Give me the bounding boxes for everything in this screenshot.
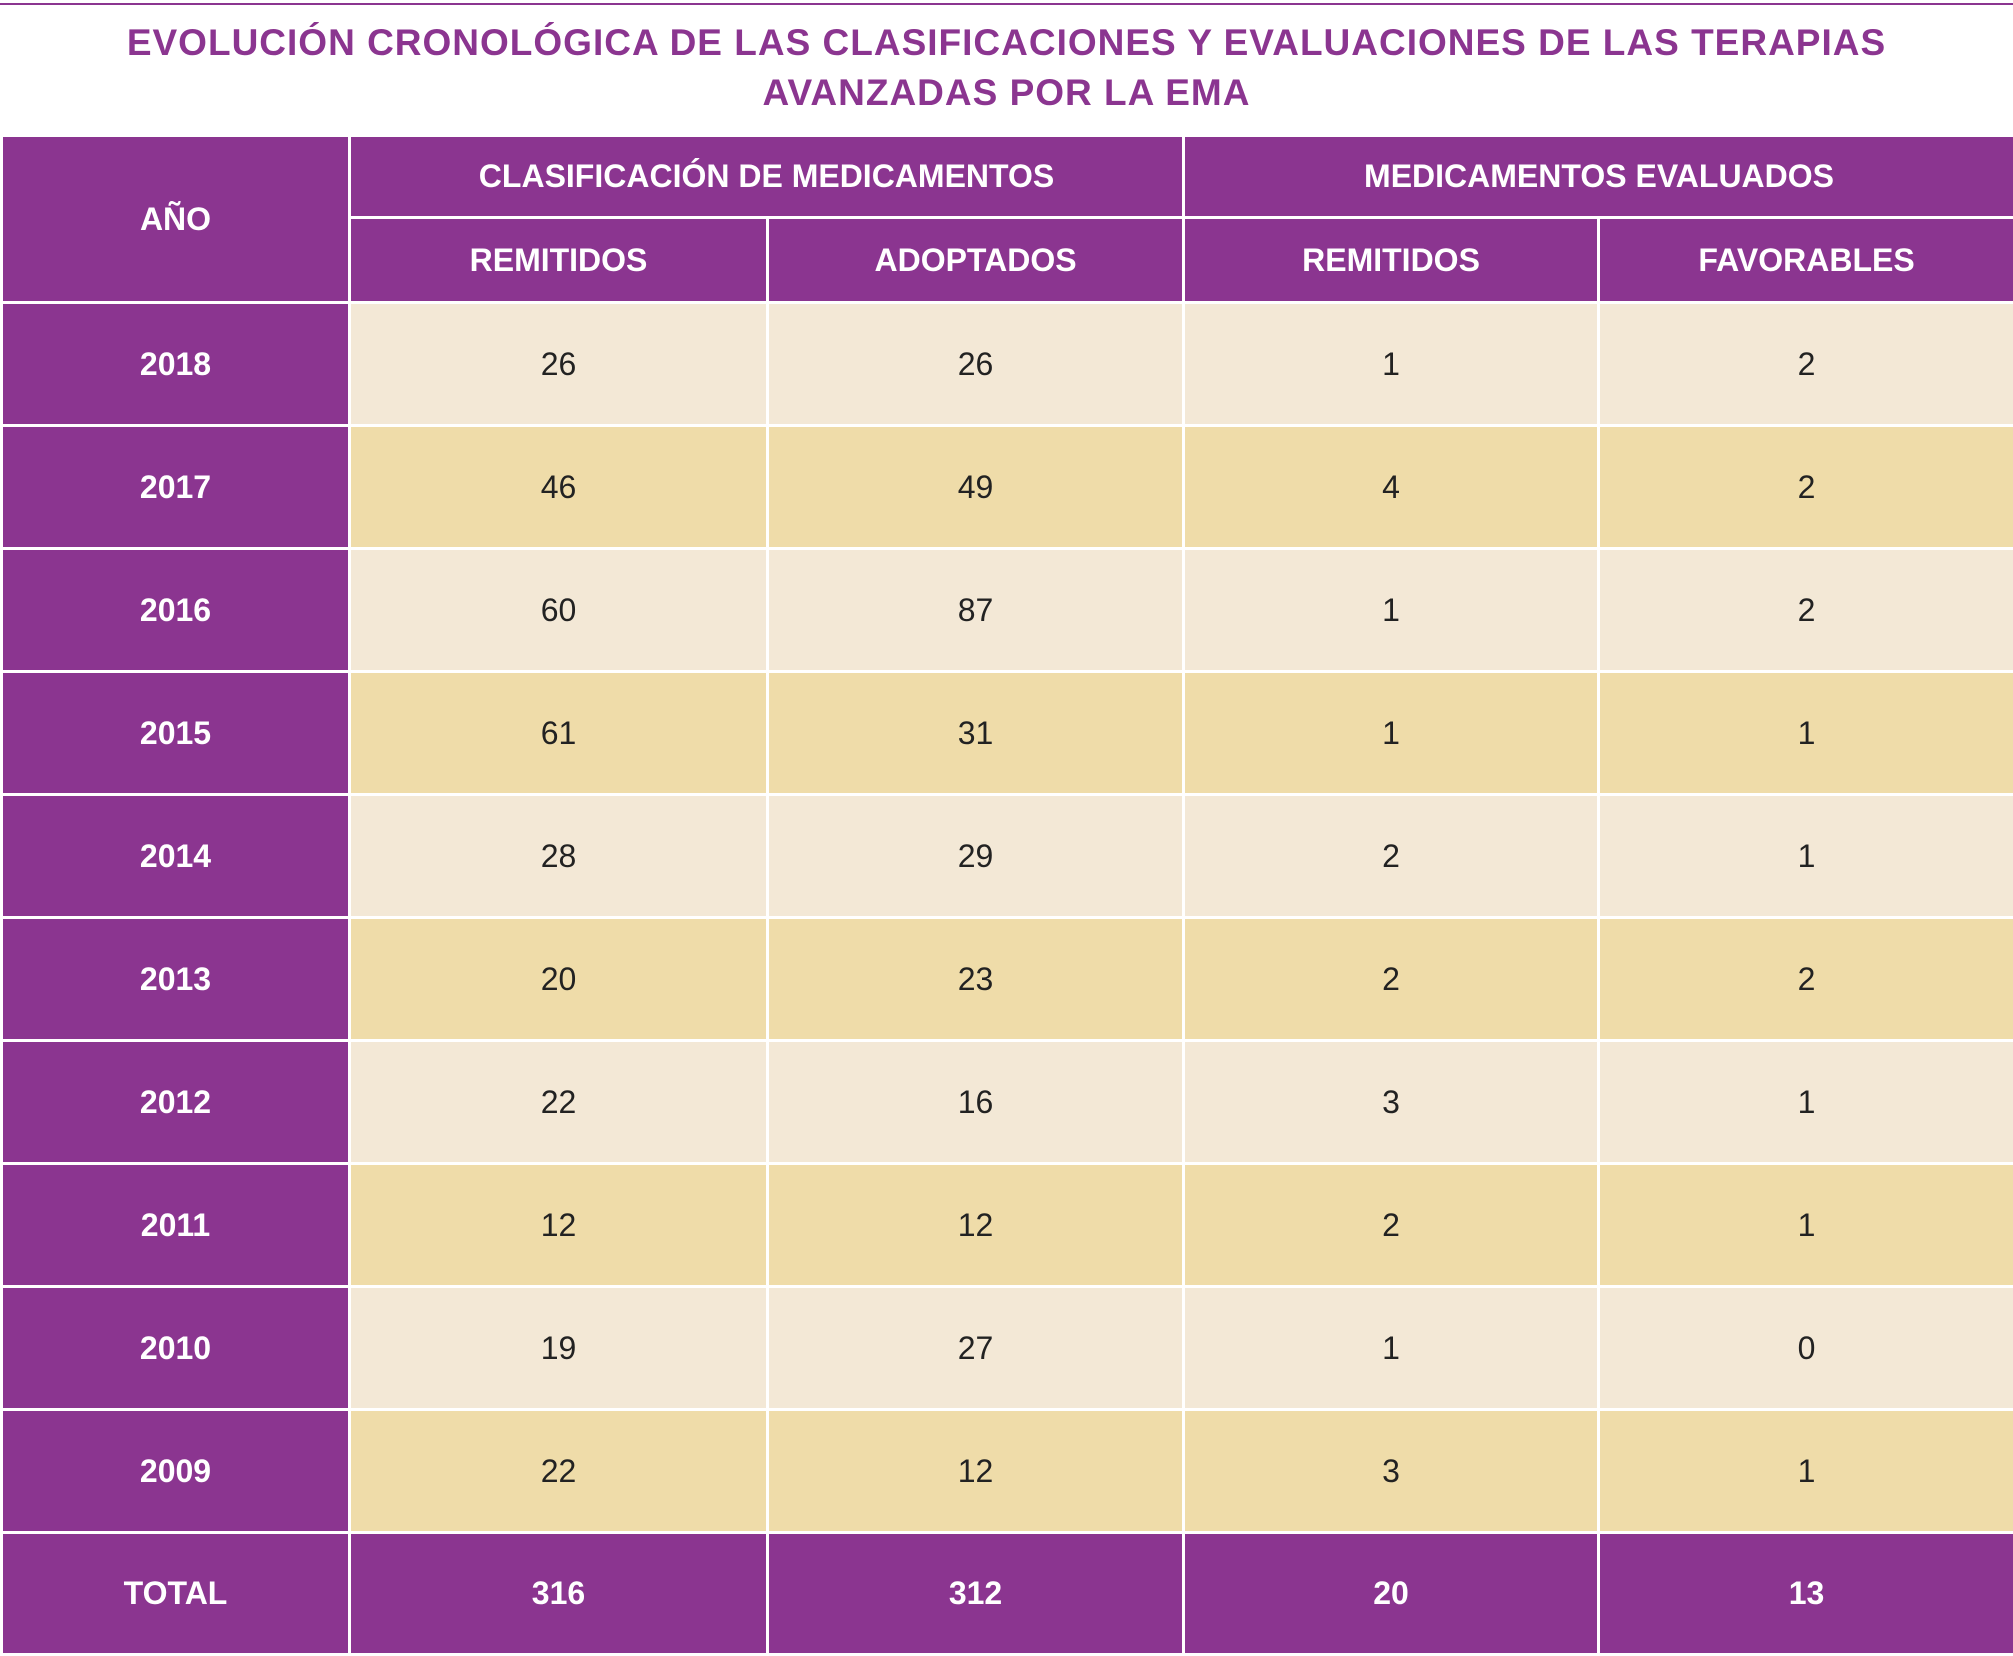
- total-label: TOTAL: [2, 1533, 350, 1655]
- column-header: AÑO: [2, 136, 350, 303]
- value-cell: 2: [1599, 549, 2013, 672]
- year-cell: 2012: [2, 1041, 350, 1164]
- year-cell: 2011: [2, 1164, 350, 1287]
- value-cell: 61: [350, 672, 768, 795]
- value-cell: 19: [350, 1287, 768, 1410]
- year-cell: 2013: [2, 918, 350, 1041]
- value-cell: 12: [768, 1164, 1184, 1287]
- value-cell: 0: [1599, 1287, 2013, 1410]
- value-cell: 26: [350, 303, 768, 426]
- value-cell: 3: [1184, 1041, 1599, 1164]
- total-cell: 20: [1184, 1533, 1599, 1655]
- value-cell: 28: [350, 795, 768, 918]
- value-cell: 2: [1599, 426, 2013, 549]
- column-header: REMITIDOS: [350, 218, 768, 303]
- value-cell: 4: [1184, 426, 1599, 549]
- value-cell: 2: [1599, 918, 2013, 1041]
- value-cell: 3: [1184, 1410, 1599, 1533]
- value-cell: 27: [768, 1287, 1184, 1410]
- group-header: MEDICAMENTOS EVALUADOS: [1184, 136, 2013, 218]
- group-header: CLASIFICACIÓN DE MEDICAMENTOS: [350, 136, 1184, 218]
- column-header: FAVORABLES: [1599, 218, 2013, 303]
- value-cell: 31: [768, 672, 1184, 795]
- total-cell: 13: [1599, 1533, 2013, 1655]
- value-cell: 2: [1184, 795, 1599, 918]
- title: EVOLUCIÓN CRONOLÓGICA DE LAS CLASIFICACI…: [60, 18, 1953, 118]
- value-cell: 1: [1599, 1041, 2013, 1164]
- value-cell: 60: [350, 549, 768, 672]
- year-cell: 2018: [2, 303, 350, 426]
- total-cell: 316: [350, 1533, 768, 1655]
- value-cell: 2: [1184, 1164, 1599, 1287]
- year-cell: 2010: [2, 1287, 350, 1410]
- value-cell: 1: [1599, 795, 2013, 918]
- value-cell: 16: [768, 1041, 1184, 1164]
- top-rule: [0, 3, 2013, 5]
- value-cell: 1: [1599, 672, 2013, 795]
- value-cell: 1: [1184, 549, 1599, 672]
- value-cell: 1: [1184, 1287, 1599, 1410]
- value-cell: 2: [1184, 918, 1599, 1041]
- year-cell: 2015: [2, 672, 350, 795]
- total-cell: 312: [768, 1533, 1184, 1655]
- value-cell: 22: [350, 1410, 768, 1533]
- value-cell: 49: [768, 426, 1184, 549]
- value-cell: 87: [768, 549, 1184, 672]
- value-cell: 12: [350, 1164, 768, 1287]
- value-cell: 12: [768, 1410, 1184, 1533]
- value-cell: 1: [1184, 672, 1599, 795]
- value-cell: 46: [350, 426, 768, 549]
- value-cell: 2: [1599, 303, 2013, 426]
- column-header: REMITIDOS: [1184, 218, 1599, 303]
- year-cell: 2016: [2, 549, 350, 672]
- column-header: ADOPTADOS: [768, 218, 1184, 303]
- value-cell: 20: [350, 918, 768, 1041]
- value-cell: 22: [350, 1041, 768, 1164]
- value-cell: 26: [768, 303, 1184, 426]
- value-cell: 1: [1599, 1410, 2013, 1533]
- value-cell: 1: [1599, 1164, 2013, 1287]
- year-cell: 2009: [2, 1410, 350, 1533]
- value-cell: 23: [768, 918, 1184, 1041]
- year-cell: 2014: [2, 795, 350, 918]
- year-cell: 2017: [2, 426, 350, 549]
- value-cell: 1: [1184, 303, 1599, 426]
- value-cell: 29: [768, 795, 1184, 918]
